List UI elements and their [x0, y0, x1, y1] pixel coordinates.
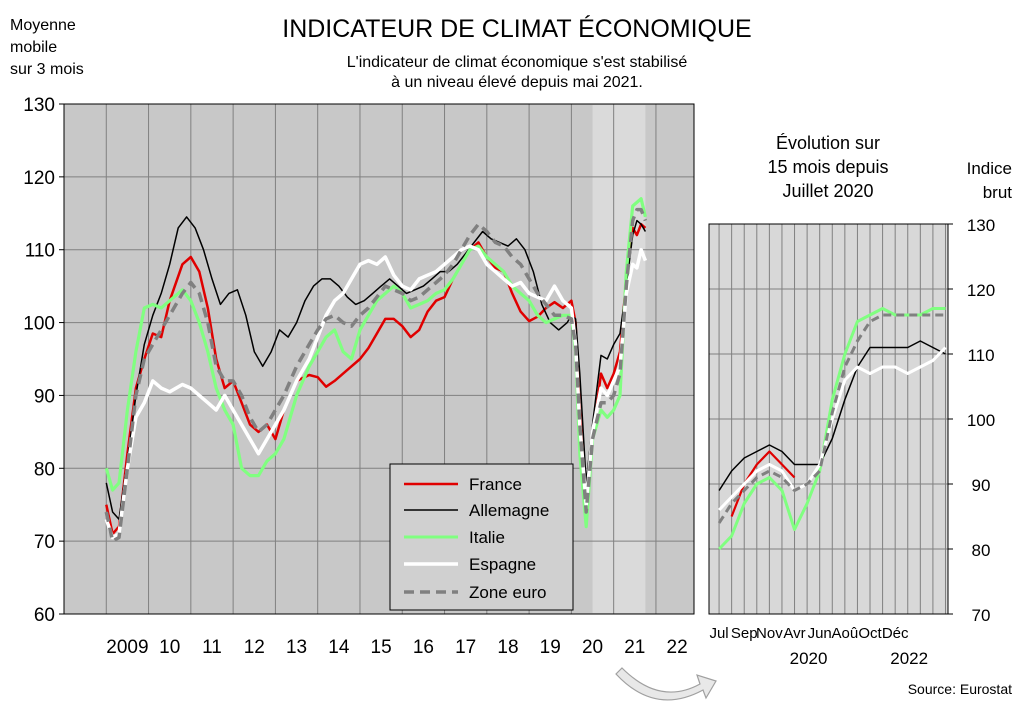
- main-series-group: [104, 197, 648, 543]
- main-x-tick-label: 19: [540, 637, 561, 658]
- main-x-ticks: 2009 10 11 12 13 14 15 16 17 18 19 20 21 22: [106, 637, 687, 658]
- main-x-tick-label: 17: [455, 637, 476, 658]
- main-y-tick-label: 110: [25, 241, 55, 262]
- inset-ylabel-line-2: brut: [983, 183, 1013, 202]
- inset-y-tick-label: 100: [967, 411, 995, 430]
- inset-x-tick-label: Oct: [858, 625, 882, 642]
- inset-series-line-zone-euro: [717, 313, 946, 524]
- main-ylabel-line-3: sur 3 mois: [10, 61, 84, 78]
- chart-title: INDICATEUR DE CLIMAT ÉCONOMIQUE: [282, 14, 751, 43]
- inset-x-tick-label: Avr: [783, 625, 805, 642]
- main-gridlines: [64, 104, 694, 614]
- main-y-tick-label: 120: [23, 168, 55, 189]
- main-x-tick-label: 10: [159, 637, 180, 658]
- inset-y-ticks: 70 80 90 100 110 120 130: [948, 216, 995, 625]
- inset-year-label: 2020: [790, 649, 828, 668]
- legend-label-italie: Italie: [469, 528, 505, 547]
- inset-x-tick-label: Déc: [882, 625, 909, 642]
- main-y-tick-label: 60: [34, 605, 55, 626]
- legend-label-espagne: Espagne: [469, 555, 536, 574]
- inset-title-line-3: Juillet 2020: [782, 181, 873, 201]
- inset-x-tick-label: Aoû: [832, 625, 859, 642]
- inset-series-group: [717, 307, 947, 551]
- main-y-tick-label: 70: [34, 532, 55, 553]
- main-series-line-allemagne: [105, 216, 647, 521]
- inset-gridlines: [709, 224, 948, 614]
- chart-subtitle-line-1: L'indicateur de climat économique s'est …: [347, 54, 688, 71]
- legend-label-zone-euro: Zone euro: [469, 583, 547, 602]
- main-x-tick-label: 14: [328, 637, 350, 658]
- inset-series-line-italie: [718, 307, 946, 551]
- main-plot-background: [63, 103, 695, 615]
- main-plot-frame: [63, 103, 695, 615]
- inset-x-tick-label: Jun: [808, 625, 832, 642]
- main-x-tick-label: 18: [497, 637, 518, 658]
- curved-arrow-icon: [615, 667, 717, 701]
- inset-y-tick-label: 110: [967, 346, 994, 365]
- inset-series-line-espagne: [718, 346, 947, 512]
- inset-title-line-2: 15 mois depuis: [767, 157, 888, 177]
- inset-x-tick-label: Jul: [709, 625, 728, 642]
- main-ylabel-line-1: Moyenne: [10, 17, 76, 34]
- inset-ylabel-line-1: Indice: [967, 159, 1012, 178]
- main-x-tick-label: 22: [667, 637, 688, 658]
- inset-y-tick-label: 90: [972, 476, 991, 495]
- main-x-tick-label: 13: [286, 637, 307, 658]
- chart-subtitle-line-2: à un niveau élevé depuis mai 2021.: [391, 74, 643, 91]
- main-series-line-zone-euro: [104, 207, 648, 543]
- inset-y-tick-label: 120: [967, 281, 995, 300]
- inset-x-tick-label: Nov: [756, 625, 783, 642]
- inset-y-tick-label: 80: [972, 541, 991, 560]
- main-x-tick-label: 15: [371, 637, 392, 658]
- source-note: Source: Eurostat: [908, 681, 1012, 697]
- inset-series-line-france: [730, 450, 796, 517]
- inset-y-tick-label: 130: [967, 216, 995, 235]
- main-y-tick-label: 90: [34, 386, 55, 407]
- legend-label-allemagne: Allemagne: [469, 501, 549, 520]
- inset-title-line-1: Évolution sur: [776, 133, 880, 153]
- main-x-tick-label: 12: [244, 637, 265, 658]
- main-x-tick-label: 21: [624, 637, 645, 658]
- main-x-tick-label: 20: [582, 637, 603, 658]
- legend: France Allemagne Italie Espagne Zone eur…: [389, 463, 574, 611]
- inset-year-label: 2022: [890, 649, 928, 668]
- legend-label-france: France: [469, 475, 522, 494]
- main-x-tick-label: 2009: [106, 637, 148, 658]
- main-y-tick-label: 130: [23, 95, 55, 116]
- main-y-ticks: 60 70 80 90 100 110 120 130: [23, 95, 64, 626]
- inset-x-tick-label: Sep: [731, 625, 758, 642]
- main-ylabel-line-2: mobile: [10, 39, 57, 56]
- inset-series-line-allemagne: [718, 340, 946, 491]
- main-y-tick-label: 100: [23, 314, 55, 335]
- main-x-tick-label: 11: [202, 637, 222, 658]
- main-y-tick-label: 80: [34, 459, 55, 480]
- inset-y-tick-label: 70: [972, 606, 991, 625]
- main-x-tick-label: 16: [413, 637, 434, 658]
